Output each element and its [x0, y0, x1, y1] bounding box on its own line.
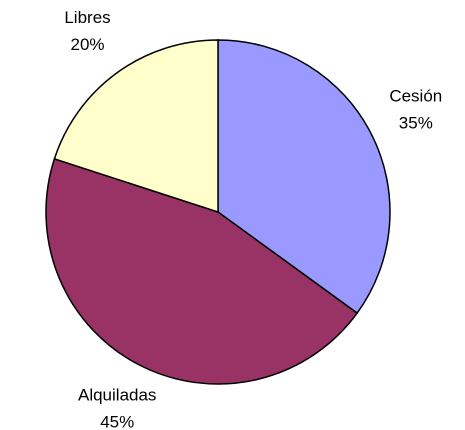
slice-value-label: 20%: [70, 35, 104, 54]
slice-value-label: 45%: [100, 412, 134, 430]
pie-slice: [217, 39, 391, 315]
slice-label: Alquiladas: [78, 385, 156, 404]
pie-slice: [45, 157, 359, 385]
slice-label: Libres: [64, 8, 110, 27]
slice-label: Cesión: [389, 87, 442, 106]
slice-value-label: 35%: [399, 114, 433, 133]
pie-slice: [53, 39, 219, 214]
